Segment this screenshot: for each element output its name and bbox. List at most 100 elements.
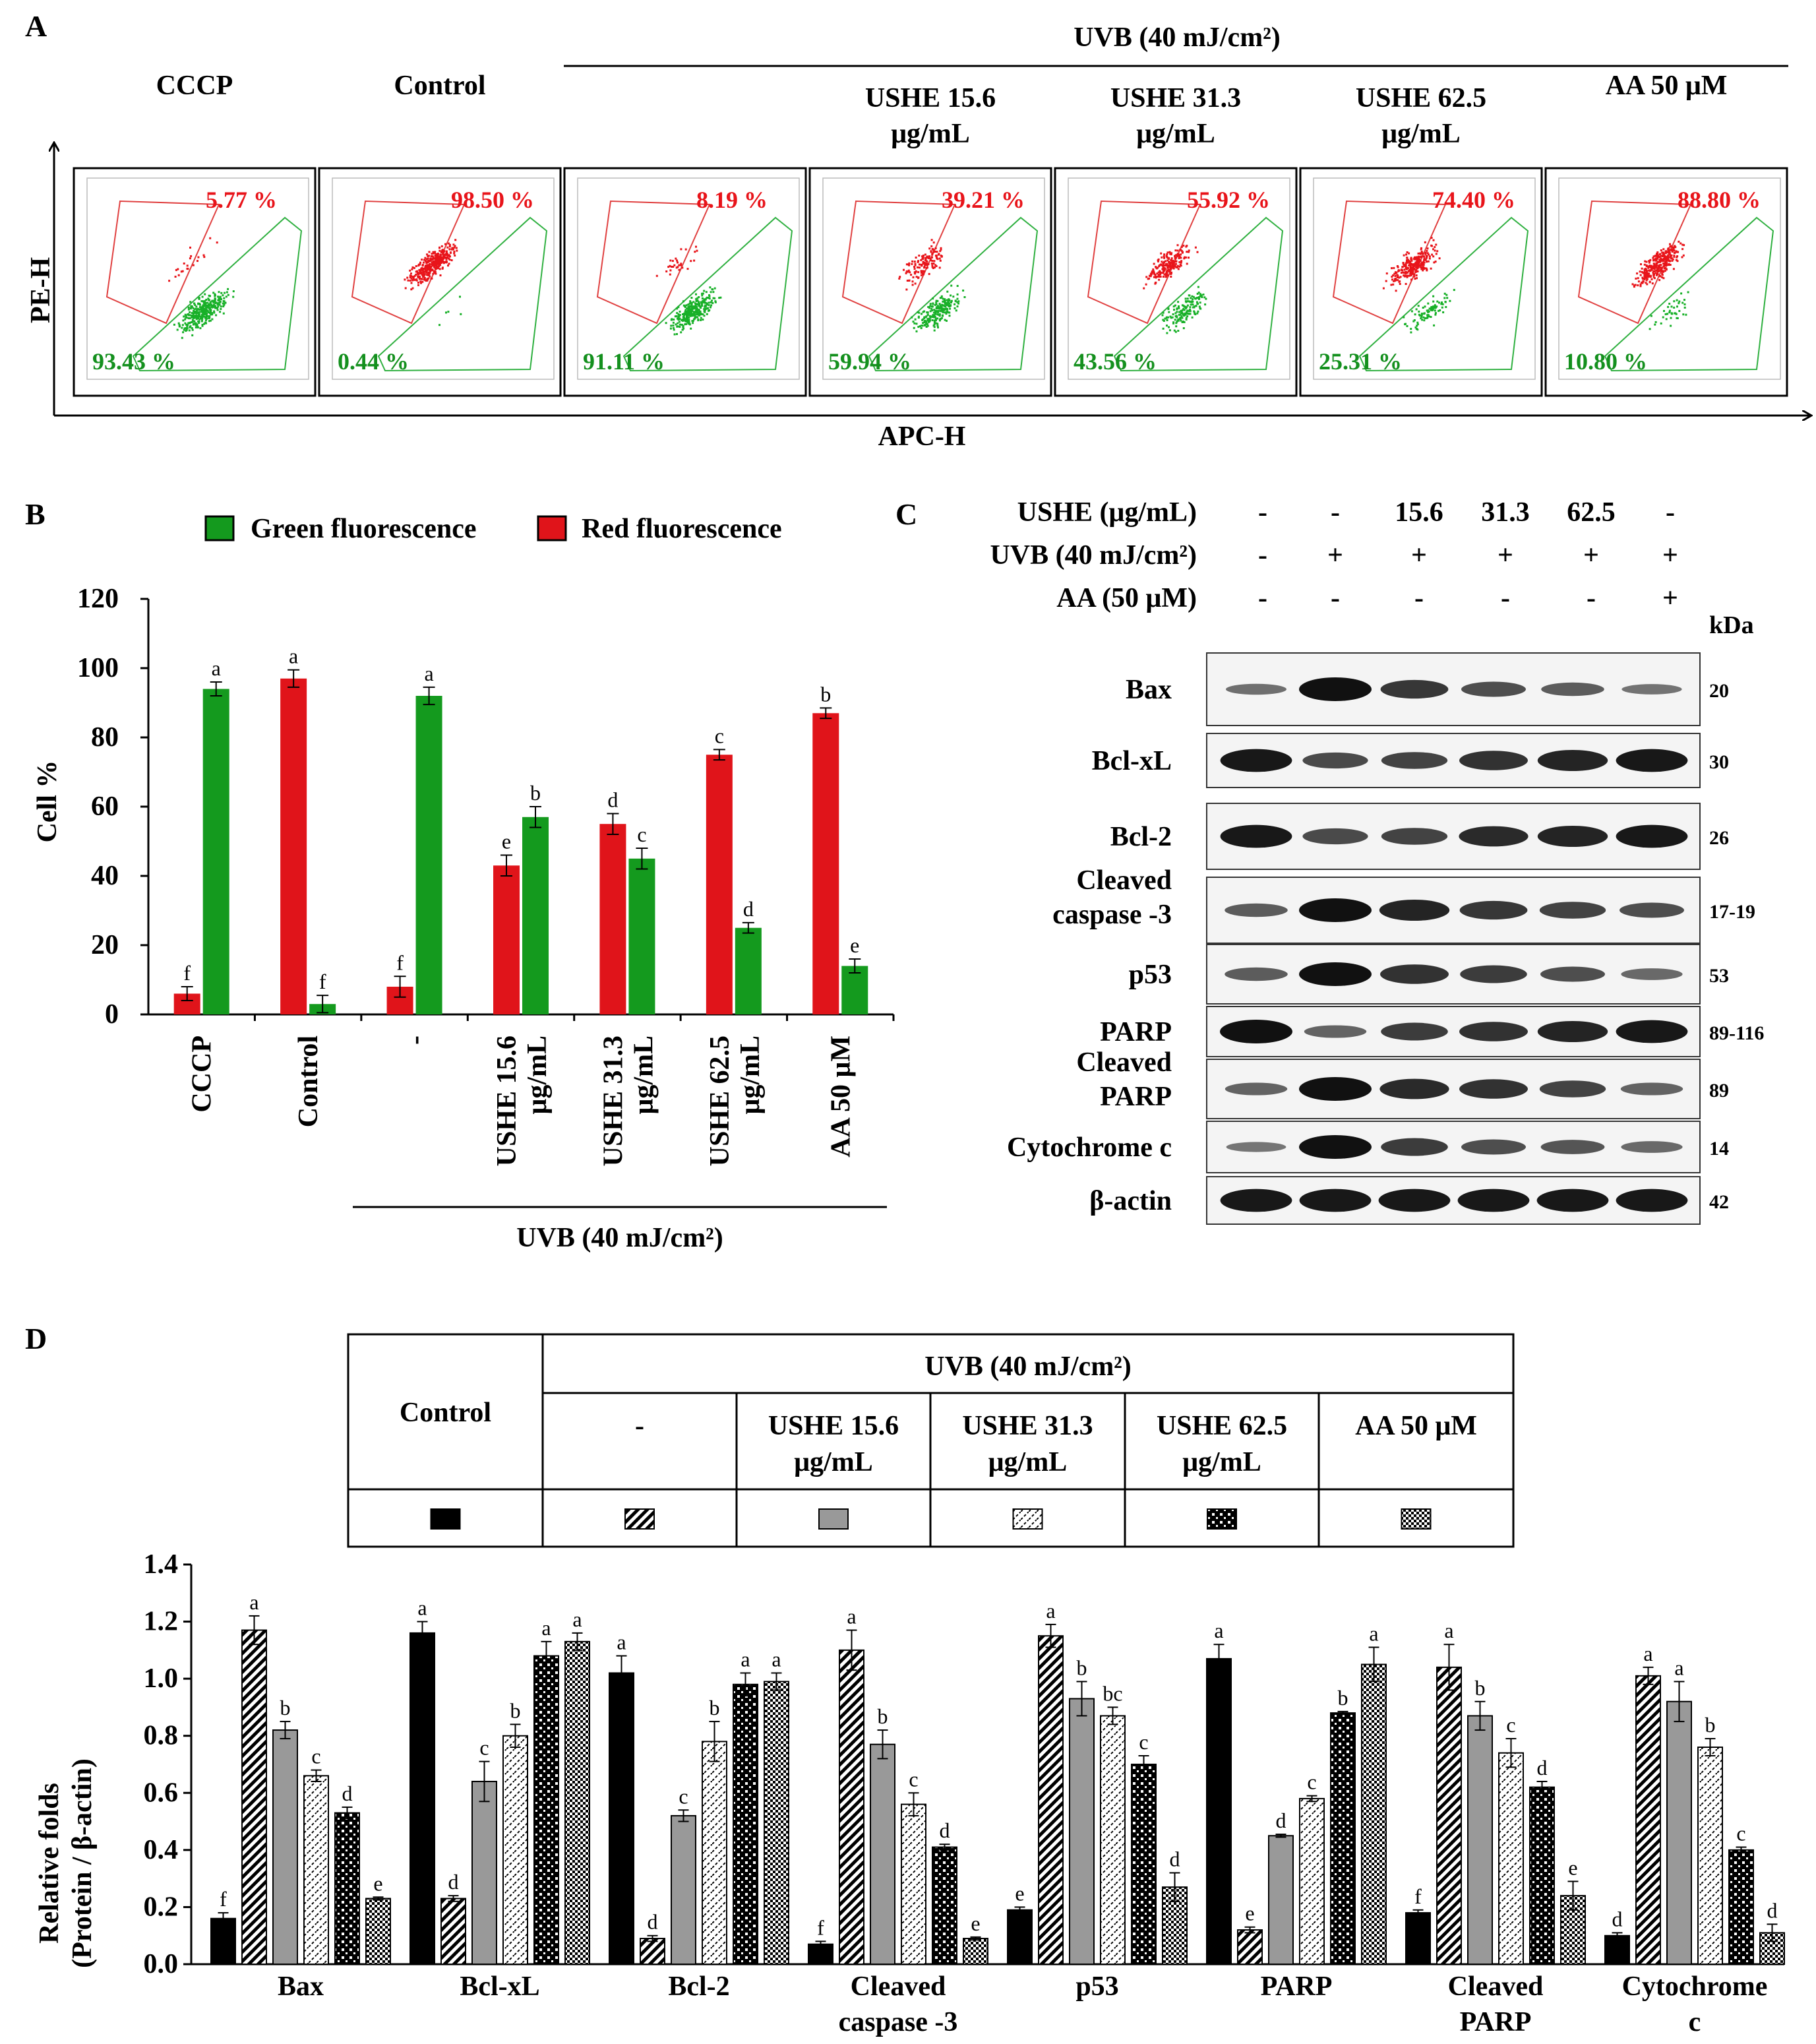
flow-dot-green bbox=[713, 287, 716, 290]
flow-dot-green bbox=[932, 315, 935, 318]
flow-dot-green bbox=[210, 310, 212, 313]
flow-dot-green bbox=[1177, 318, 1180, 321]
flow-dot-green bbox=[1178, 313, 1180, 316]
flow-dot-green bbox=[695, 293, 697, 295]
significance-letter: f bbox=[183, 961, 191, 985]
flow-dot-red bbox=[1154, 282, 1157, 285]
flow-dot-red bbox=[1675, 259, 1678, 261]
flow-dot-red bbox=[1148, 277, 1151, 280]
flow-dot-green bbox=[1185, 318, 1188, 321]
flow-dot-green bbox=[1204, 303, 1207, 306]
flow-dot-red bbox=[424, 266, 427, 268]
flow-dot-green bbox=[1162, 327, 1165, 330]
flow-dot-red bbox=[1169, 253, 1172, 255]
flow-dot-red bbox=[1174, 249, 1177, 252]
flow-dot-red bbox=[911, 284, 914, 286]
chart-b-xlabel: USHE 62.5 μg/mL bbox=[705, 1036, 766, 1166]
flow-dot-red bbox=[419, 270, 422, 272]
flow-dot-green bbox=[184, 313, 187, 316]
flow-dot-red bbox=[1661, 270, 1664, 273]
flow-dot-red bbox=[423, 274, 425, 277]
flow-dot-green bbox=[673, 328, 675, 331]
flow-gate-green bbox=[868, 216, 1039, 372]
flow-dot-green bbox=[206, 315, 209, 317]
flow-dot-red bbox=[428, 274, 431, 276]
flow-dot-red bbox=[1644, 260, 1647, 263]
blot-band bbox=[1541, 682, 1604, 697]
flow-dot-red bbox=[440, 250, 443, 253]
flow-dot-red bbox=[417, 284, 419, 286]
flow-dot-green bbox=[702, 299, 704, 302]
condition-value: - bbox=[1331, 497, 1340, 528]
flow-dot-green bbox=[232, 295, 235, 298]
flow-gate-green bbox=[1604, 216, 1774, 372]
flow-dot-green bbox=[1193, 306, 1196, 309]
flow-dot-green bbox=[1172, 321, 1175, 324]
flow-dot-red bbox=[442, 253, 445, 256]
flow-gate-red bbox=[841, 200, 956, 325]
flow-dot-green bbox=[690, 297, 693, 299]
bar-gray bbox=[870, 1743, 895, 1965]
flow-dot-green bbox=[714, 300, 717, 303]
flow-dot-green bbox=[948, 298, 950, 301]
flow-dot-green bbox=[1193, 310, 1196, 313]
flow-dot-green bbox=[925, 321, 928, 324]
flow-dot-green bbox=[1203, 296, 1206, 299]
legend-swatch bbox=[818, 1508, 849, 1530]
flow-dot-red bbox=[216, 241, 218, 244]
flow-dot-green bbox=[678, 321, 681, 323]
flow-dot-red bbox=[1403, 268, 1406, 271]
flow-dot-red bbox=[1421, 266, 1424, 268]
flow-dot-red bbox=[1423, 268, 1425, 270]
flow-dot-green bbox=[686, 316, 688, 319]
flow-dot-red bbox=[1166, 269, 1168, 272]
flow-plot-title: Control bbox=[394, 71, 485, 101]
flow-dot-red bbox=[926, 264, 928, 266]
flow-dot-green bbox=[1186, 304, 1189, 307]
flow-dot-green bbox=[195, 324, 197, 326]
flow-dot-red bbox=[451, 247, 454, 249]
chart-d-xlabel: Bcl-2 bbox=[668, 1971, 729, 2002]
flow-dot-green bbox=[699, 306, 702, 309]
flow-dot-red bbox=[1392, 283, 1395, 286]
flow-dot-green bbox=[1654, 321, 1657, 323]
flow-dot-red bbox=[1432, 239, 1435, 241]
flow-dot-red bbox=[453, 251, 456, 253]
flow-dot-green bbox=[1676, 305, 1678, 308]
flow-dot-green bbox=[696, 313, 698, 316]
flow-dot-red bbox=[909, 271, 911, 274]
flow-dot-red bbox=[933, 260, 936, 263]
flow-dot-green bbox=[670, 325, 673, 327]
flow-dot-red bbox=[1163, 253, 1166, 256]
blot-band bbox=[1540, 1140, 1605, 1154]
chart-b-ytick-label: 60 bbox=[91, 791, 119, 822]
flow-dot-red bbox=[1655, 265, 1658, 267]
flow-dot-green bbox=[199, 303, 201, 306]
flow-dot-green bbox=[194, 312, 197, 315]
flow-dot-red bbox=[913, 271, 916, 274]
significance-letter: d bbox=[1170, 1847, 1180, 1871]
flow-dot-green bbox=[692, 314, 694, 317]
flow-dot-green bbox=[222, 294, 224, 297]
flow-dot-green bbox=[706, 313, 708, 315]
flow-dot-red bbox=[1646, 283, 1649, 286]
flow-dot-red bbox=[431, 262, 433, 264]
flow-dot-green bbox=[1668, 309, 1671, 312]
blot-band bbox=[1381, 1138, 1448, 1156]
flow-dot-green bbox=[936, 317, 939, 320]
blot-band bbox=[1220, 749, 1292, 772]
flow-dot-green bbox=[954, 299, 957, 302]
flow-dot-red bbox=[1641, 270, 1643, 273]
significance-letter: d bbox=[342, 1781, 353, 1805]
blot-strip bbox=[1206, 1059, 1701, 1119]
flow-dot-red bbox=[921, 264, 923, 266]
flow-dot-red bbox=[924, 264, 926, 266]
flow-dot-green bbox=[198, 308, 201, 311]
flow-dot-green bbox=[684, 323, 686, 326]
flow-dot-red bbox=[1161, 261, 1163, 263]
flow-dot-red bbox=[1396, 276, 1399, 278]
condition-value: - bbox=[1258, 497, 1267, 528]
flow-dot-red bbox=[1642, 272, 1645, 274]
flow-dot-green bbox=[200, 300, 203, 303]
